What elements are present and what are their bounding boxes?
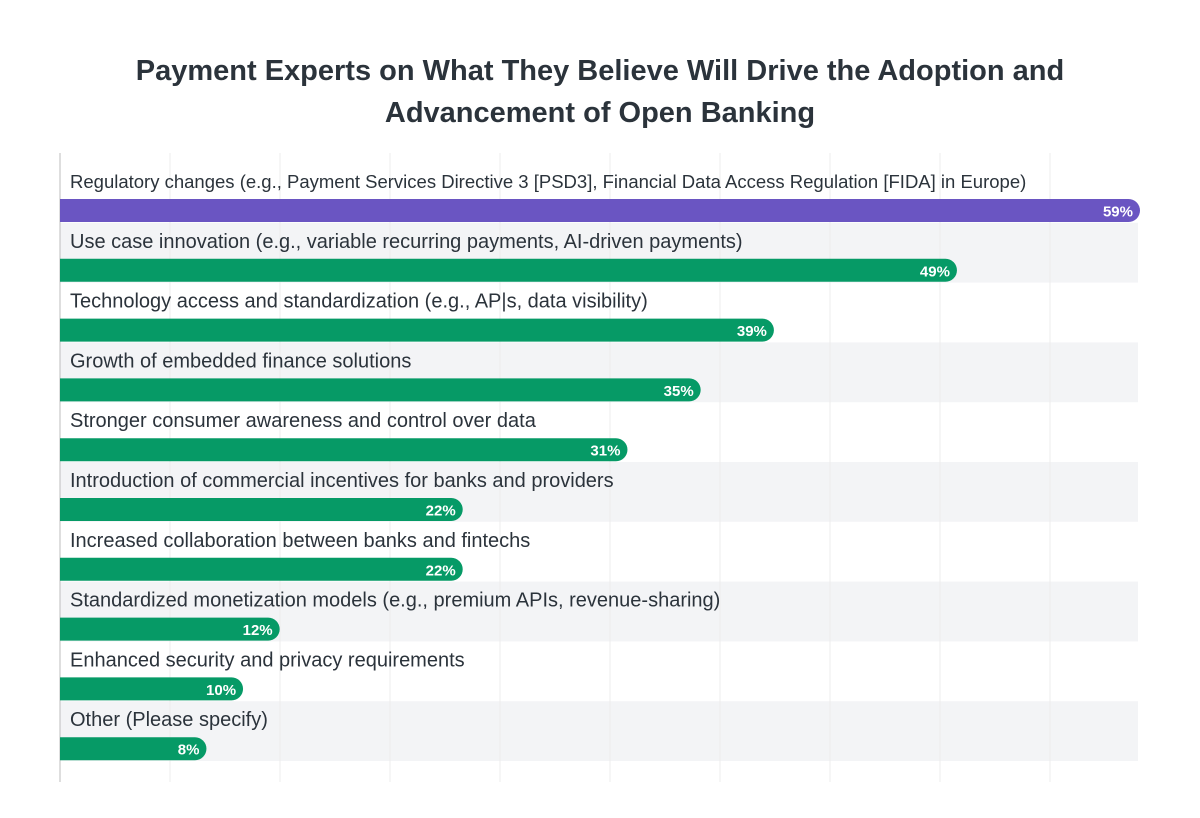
bar-row: Stronger consumer awareness and control … <box>60 410 628 462</box>
bar-row: Use case innovation (e.g., variable recu… <box>60 231 957 282</box>
category-label: Enhanced security and privacy requiremen… <box>70 649 465 671</box>
category-label: Introduction of commercial incentives fo… <box>70 470 614 492</box>
value-label: 8% <box>178 742 200 759</box>
value-label: 22% <box>426 503 456 520</box>
value-label: 59% <box>1103 204 1133 221</box>
category-label: Increased collaboration between banks an… <box>70 530 530 552</box>
bar <box>60 438 628 462</box>
bar-row: Increased collaboration between banks an… <box>60 530 530 581</box>
bar-rows: Regulatory changes (e.g., Payment Servic… <box>60 171 1140 761</box>
category-label: Standardized monetization models (e.g., … <box>70 590 720 612</box>
value-label: 35% <box>664 383 694 400</box>
bar-row: Standardized monetization models (e.g., … <box>60 590 720 641</box>
chart-title: Payment Experts on What They Believe Wil… <box>0 50 1200 134</box>
bar <box>60 737 207 761</box>
category-label: Stronger consumer awareness and control … <box>70 410 537 432</box>
chart-title-line-2: Advancement of Open Banking <box>384 97 816 129</box>
bar-row: Regulatory changes (e.g., Payment Servic… <box>60 171 1140 222</box>
category-label: Regulatory changes (e.g., Payment Servic… <box>70 171 1026 192</box>
bar <box>60 677 244 701</box>
bar-row: Growth of embedded finance solutions 35% <box>60 350 701 402</box>
chart-title-line-1: Payment Experts on What They Believe Wil… <box>135 55 1065 87</box>
bar <box>60 617 280 641</box>
bar <box>60 318 774 342</box>
bar-row: Other (Please specify) 8% <box>60 709 268 761</box>
category-label: Other (Please specify) <box>70 709 268 731</box>
bar <box>60 378 701 402</box>
value-label: 49% <box>920 263 950 280</box>
category-label: Growth of embedded finance solutions <box>70 350 411 372</box>
bar <box>60 199 1140 222</box>
bar-row: Introduction of commercial incentives fo… <box>60 470 614 521</box>
bar-row: Enhanced security and privacy requiremen… <box>60 649 465 701</box>
category-label: Technology access and standardization (e… <box>70 291 648 313</box>
value-label: 12% <box>243 622 273 639</box>
grid-lines <box>169 153 1051 782</box>
value-label: 22% <box>426 562 456 579</box>
bar <box>60 557 463 581</box>
bar-row: Technology access and standardization (e… <box>60 291 774 342</box>
bar <box>60 498 463 521</box>
bar <box>60 258 957 282</box>
value-label: 39% <box>737 323 767 340</box>
value-label: 31% <box>590 443 620 460</box>
value-label: 10% <box>206 682 236 699</box>
row-band <box>60 701 1138 761</box>
category-label: Use case innovation (e.g., variable recu… <box>70 231 743 253</box>
